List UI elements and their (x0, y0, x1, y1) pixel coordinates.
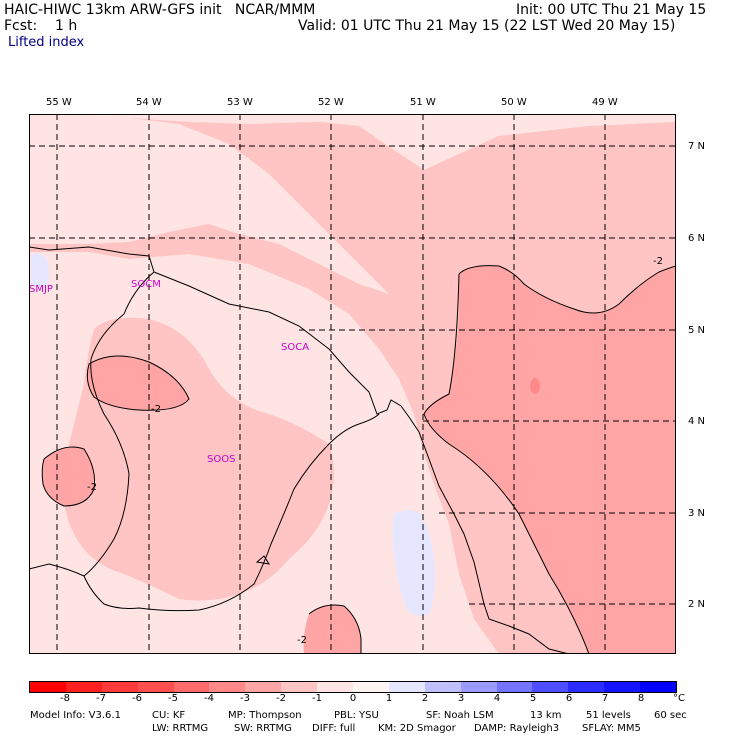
contour-west-1 (86, 355, 190, 411)
colorbar-label: 0 (349, 693, 357, 704)
colorbar-label: 7 (601, 693, 609, 704)
colorbar-swatch-11 (424, 682, 461, 692)
footer-model-info: Model Info: V3.6.1 (30, 710, 121, 721)
colorbar-label: -1 (312, 693, 322, 704)
lon-label-50w: 50 W (501, 97, 527, 108)
colorbar-swatch-7 (281, 682, 318, 692)
colorbar-label: -4 (204, 693, 214, 704)
lat-label-3n: 3 N (688, 508, 706, 519)
colorbar-label: 5 (529, 693, 537, 704)
footer-timestep: 60 sec (654, 710, 687, 721)
border-guiana-brazil (123, 271, 155, 315)
contour-west-2 (41, 446, 95, 507)
field-name: Lifted index (8, 35, 85, 50)
station-soos: SOOS (207, 454, 235, 465)
colorbar-swatch-15 (568, 682, 605, 692)
footer-mp: MP: Thompson (228, 710, 302, 721)
fill-deep-pink-east (424, 265, 676, 654)
colorbar (29, 681, 677, 693)
colorbar-swatch-3 (137, 682, 174, 692)
colorbar-swatch-16 (604, 682, 641, 692)
fill-deep-pink-west-1 (87, 355, 189, 411)
lon-label-53w: 53 W (227, 97, 253, 108)
colorbar-label: -2 (276, 693, 286, 704)
lon-label-52w: 52 W (318, 97, 344, 108)
footer-sw: SW: RRTMG (234, 723, 292, 734)
fill-light-blue-west (31, 253, 49, 288)
map-panel: SMJP SOCM SOCA SOOS -2 -2 -2 -2 (29, 114, 676, 654)
colorbar-swatch-12 (460, 682, 497, 692)
lon-label-54w: 54 W (136, 97, 162, 108)
colorbar-label: -5 (168, 693, 178, 704)
lat-label-4n: 4 N (688, 416, 706, 427)
lat-label-5n: 5 N (688, 325, 706, 336)
fill-light-blue-south (392, 510, 435, 617)
colorbar-label: 2 (421, 693, 429, 704)
init-time: Init: 00 UTC Thu 21 May 15 (516, 2, 707, 18)
footer-resolution: 13 km (530, 710, 562, 721)
colorbar-swatch-10 (388, 682, 425, 692)
station-socm: SOCM (131, 279, 161, 290)
map-frame (29, 114, 676, 654)
amazon-mark (255, 555, 271, 565)
fill-speck (530, 378, 540, 394)
contour-south (308, 604, 362, 654)
footer-lw: LW: RRTMG (152, 723, 209, 734)
valid-time: Valid: 01 UTC Thu 21 May 15 (22 LST Wed … (298, 18, 676, 34)
colorbar-swatch-0 (30, 682, 66, 692)
contour-label-sw: -2 (87, 482, 97, 493)
lat-label-2n: 2 N (688, 599, 706, 610)
border-brazil-south (83, 413, 380, 612)
colorbar-label: 4 (493, 693, 501, 704)
colorbar-swatch-9 (353, 682, 389, 692)
fill-deep-pink-west-2 (42, 446, 95, 506)
footer-levels: 51 levels (586, 710, 631, 721)
lon-label-49w: 49 W (592, 97, 618, 108)
colorbar-label: 8 (637, 693, 645, 704)
lat-label-6n: 6 N (688, 233, 706, 244)
colorbar-label: 3 (457, 693, 465, 704)
lon-label-51w: 51 W (410, 97, 436, 108)
footer-sf: SF: Noah LSM (426, 710, 494, 721)
lat-label-7n: 7 N (688, 141, 706, 152)
colorbar-label: -6 (132, 693, 142, 704)
forecast-hour: Fcst: 1 h (4, 18, 78, 34)
footer-cu: CU: KF (152, 710, 186, 721)
fill-deep-pink-south (303, 605, 361, 654)
colorbar-swatch-5 (209, 682, 246, 692)
colorbar-label: -8 (60, 693, 70, 704)
station-soca: SOCA (281, 342, 309, 353)
lon-label-55w: 55 W (46, 97, 72, 108)
footer-sflay: SFLAY: MM5 (582, 723, 641, 734)
colorbar-label: -3 (240, 693, 250, 704)
plot-title: HAIC-HIWC 13km ARW-GFS init NCAR/MMM (4, 2, 316, 18)
contour-east (458, 265, 676, 314)
border-brazil-suriname (29, 313, 130, 577)
fill-pale-north (29, 118, 389, 294)
contour-label-west: -2 (151, 404, 161, 415)
station-smjp: SMJP (29, 284, 53, 295)
footer-km: KM: 2D Smagor (378, 723, 456, 734)
contour-east-south (423, 273, 590, 654)
colorbar-label: 6 (565, 693, 573, 704)
colorbar-swatch-1 (65, 682, 102, 692)
footer-pbl: PBL: YSU (334, 710, 379, 721)
colorbar-label: -7 (96, 693, 106, 704)
contour-label-south: -2 (297, 635, 307, 646)
colorbar-swatch-4 (173, 682, 210, 692)
colorbar-label: 1 (385, 693, 393, 704)
colorbar-swatch-6 (245, 682, 282, 692)
colorbar-swatch-8 (317, 682, 354, 692)
colorbar-swatch-17 (640, 682, 677, 692)
contour-label-ne: -2 (653, 256, 663, 267)
colorbar-swatch-13 (496, 682, 533, 692)
colorbar-swatch-14 (532, 682, 569, 692)
footer-damp: DAMP: Rayleigh3 (474, 723, 560, 734)
footer-diff: DIFF: full (312, 723, 356, 734)
colorbar-swatch-2 (101, 682, 138, 692)
colorbar-unit: °C (673, 693, 685, 704)
